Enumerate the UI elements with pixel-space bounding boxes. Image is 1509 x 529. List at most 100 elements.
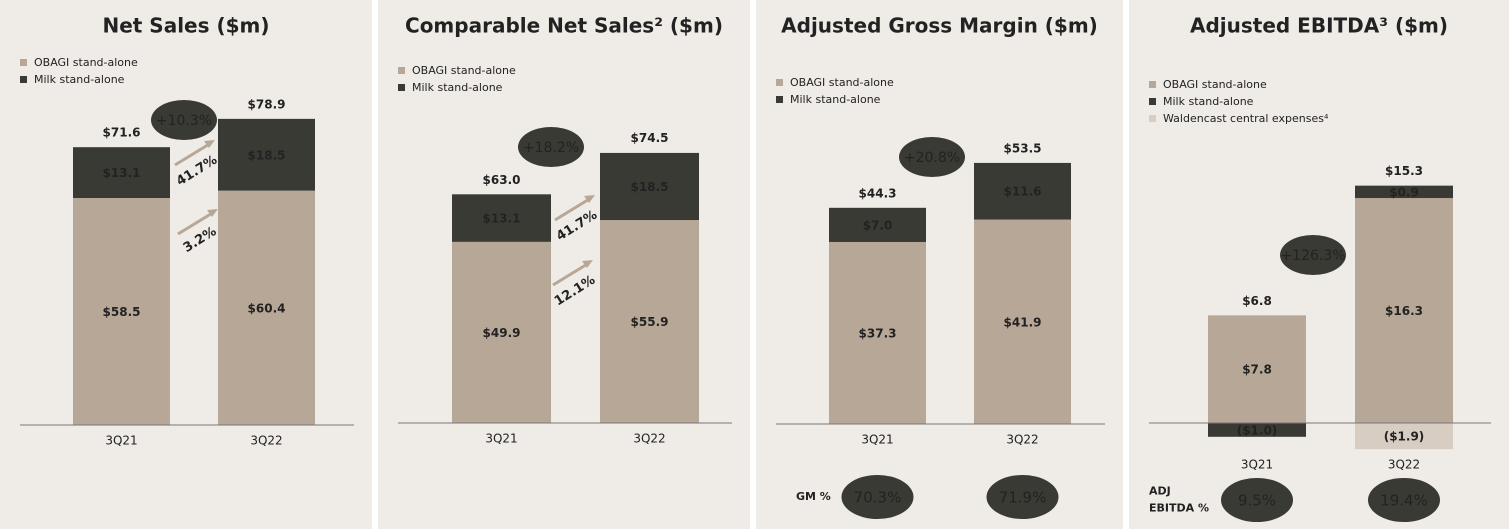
bar-segment xyxy=(1208,423,1306,437)
bar-value-label: $0.9 xyxy=(1389,185,1419,199)
growth-bubble xyxy=(518,127,584,167)
panel: Adjusted EBITDA³ ($m) OBAGI stand-alone Mi… xyxy=(1129,0,1509,529)
growth-arrow xyxy=(552,261,590,287)
legend-label: Milk stand-alone xyxy=(412,81,503,94)
footer-value: 19.4% xyxy=(1380,492,1428,510)
bar-value-label: $49.9 xyxy=(483,326,521,340)
bar-value-label: $55.9 xyxy=(631,315,669,329)
footer-bubble xyxy=(986,475,1059,519)
legend-swatch xyxy=(1149,98,1156,105)
footer-bubble xyxy=(1221,478,1293,522)
chart-title: Adjusted Gross Margin ($m) xyxy=(781,14,1098,38)
legend-swatch xyxy=(776,96,783,103)
panel: Adjusted Gross Margin ($m) OBAGI stand-al… xyxy=(756,0,1123,529)
growth-arrow xyxy=(174,141,212,167)
total-label: $15.3 xyxy=(1385,164,1423,178)
legend-swatch xyxy=(20,76,27,83)
legend-label: Milk stand-alone xyxy=(1163,95,1254,108)
growth-label: +10.3% xyxy=(156,113,212,129)
growth-arrow xyxy=(554,196,592,222)
growth-bubble xyxy=(151,100,217,140)
legend-label: OBAGI stand-alone xyxy=(1163,78,1267,91)
legend-label: Waldencast central expenses⁴ xyxy=(1163,112,1329,125)
panel: Net Sales ($m) OBAGI stand-alone Milk stan… xyxy=(0,0,372,529)
category-label: 3Q21 xyxy=(861,433,893,447)
bar-segment xyxy=(73,147,170,199)
bar-value-label: ($1.9) xyxy=(1384,430,1425,444)
growth-label: +18.2% xyxy=(523,140,579,156)
total-label: $63.0 xyxy=(483,173,521,187)
category-label: 3Q22 xyxy=(1388,458,1420,472)
bar-segment xyxy=(829,241,926,424)
total-label: $74.5 xyxy=(631,131,669,145)
bar-value-label: $18.5 xyxy=(631,180,669,194)
footer-bubble xyxy=(1368,478,1440,522)
panel: Comparable Net Sales² ($m) OBAGI stand-al… xyxy=(378,0,750,529)
chart-title: Comparable Net Sales² ($m) xyxy=(405,14,723,38)
growth-label: +20.8% xyxy=(904,150,960,166)
bar-value-label: $41.9 xyxy=(1004,315,1042,329)
legend-swatch xyxy=(398,67,405,74)
legend-label: OBAGI stand-alone xyxy=(34,56,138,69)
footer-label: ADJ xyxy=(1149,485,1171,498)
legend-swatch xyxy=(398,84,405,91)
legend-label: Milk stand-alone xyxy=(790,93,881,106)
category-label: 3Q22 xyxy=(1006,433,1038,447)
bar-value-label: $11.6 xyxy=(1004,185,1042,199)
chart-title: Adjusted EBITDA³ ($m) xyxy=(1190,14,1448,38)
bar-segment xyxy=(73,198,170,425)
bar-segment xyxy=(1208,315,1306,423)
bar-value-label: $18.5 xyxy=(248,148,286,162)
bar-segment xyxy=(974,162,1071,220)
footer-label: EBITDA % xyxy=(1149,502,1209,515)
category-label: 3Q21 xyxy=(1241,458,1273,472)
legend-swatch xyxy=(1149,115,1156,122)
growth-bubble xyxy=(899,137,965,177)
total-label: $6.8 xyxy=(1242,294,1272,308)
growth-bubble xyxy=(1280,235,1346,275)
legend-label: OBAGI stand-alone xyxy=(790,76,894,89)
legend-label: Milk stand-alone xyxy=(34,73,125,86)
bar-segment xyxy=(452,194,551,242)
footer-value: 71.9% xyxy=(999,489,1047,507)
bar-segment xyxy=(1355,185,1453,199)
total-label: $44.3 xyxy=(859,186,897,200)
footer-value: 70.3% xyxy=(854,489,902,507)
bar-value-label: $37.3 xyxy=(859,326,897,340)
bar-value-label: $13.1 xyxy=(483,212,521,226)
bar-segment xyxy=(1355,423,1453,450)
footer-bubble xyxy=(841,475,914,519)
arrow-head xyxy=(582,260,593,268)
bar-segment xyxy=(600,152,699,221)
footer-value: 9.5% xyxy=(1238,492,1276,510)
bar-value-label: $13.1 xyxy=(103,166,141,180)
bar-segment xyxy=(452,241,551,423)
bar-segment xyxy=(829,207,926,242)
growth-arrow xyxy=(177,210,215,236)
total-label: $78.9 xyxy=(248,97,286,111)
category-label: 3Q21 xyxy=(105,434,137,448)
total-label: $53.5 xyxy=(1004,141,1042,155)
arrow-head xyxy=(584,195,595,203)
bar-segment xyxy=(218,118,315,191)
legend-label: OBAGI stand-alone xyxy=(412,64,516,77)
bar-value-label: $7.8 xyxy=(1242,363,1272,377)
footer-label: GM % xyxy=(796,490,831,503)
category-label: 3Q21 xyxy=(485,432,517,446)
legend-swatch xyxy=(776,79,783,86)
bar-segment xyxy=(1355,198,1453,423)
arrow-head xyxy=(207,209,218,217)
bar-value-label: $16.3 xyxy=(1385,304,1423,318)
bar-value-label: $7.0 xyxy=(863,218,893,232)
legend-swatch xyxy=(1149,81,1156,88)
chart-title: Net Sales ($m) xyxy=(102,14,269,38)
bar-segment xyxy=(600,220,699,423)
growth-label: +126.3% xyxy=(1280,248,1345,264)
bar-value-label: $60.4 xyxy=(248,301,286,315)
bar-segment xyxy=(974,219,1071,424)
bar-value-label: $58.5 xyxy=(103,305,141,319)
total-label: $71.6 xyxy=(103,126,141,140)
arrow-head xyxy=(204,140,215,148)
bar-segment xyxy=(218,190,315,425)
